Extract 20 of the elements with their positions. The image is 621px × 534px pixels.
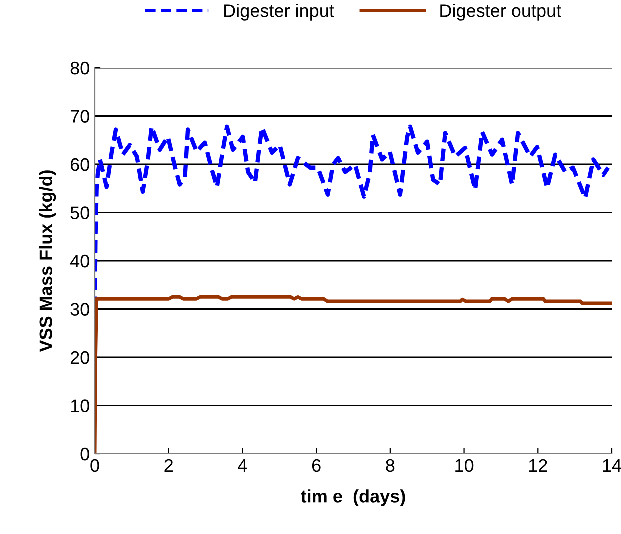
x-tick-label: 2 bbox=[164, 459, 173, 472]
legend-label: Digester input bbox=[224, 4, 334, 21]
y-tick-label: 60 bbox=[70, 158, 90, 172]
x-tick-label: 12 bbox=[529, 459, 548, 472]
legend-label: Digester output bbox=[440, 4, 562, 21]
y-tick-label: 50 bbox=[70, 206, 90, 220]
x-axis-title: tim e (days) bbox=[301, 490, 406, 506]
x-tick-label: 10 bbox=[456, 459, 474, 472]
y-tick-label: 0 bbox=[80, 448, 90, 461]
y-tick-label: 80 bbox=[70, 62, 90, 75]
y-tick-label: 20 bbox=[70, 351, 90, 364]
x-tick-label: 8 bbox=[386, 459, 395, 472]
x-tick-label: 6 bbox=[312, 459, 321, 472]
y-tick-label: 70 bbox=[70, 110, 90, 123]
y-axis-title: VSS Mass Flux (kg/d) bbox=[39, 170, 56, 352]
y-tick-label: 10 bbox=[71, 400, 90, 412]
y-tick-label: 30 bbox=[70, 303, 90, 316]
y-tick-label: 40 bbox=[70, 254, 90, 268]
x-tick-label: 4 bbox=[238, 460, 248, 472]
x-tick-label: 0 bbox=[90, 459, 100, 472]
